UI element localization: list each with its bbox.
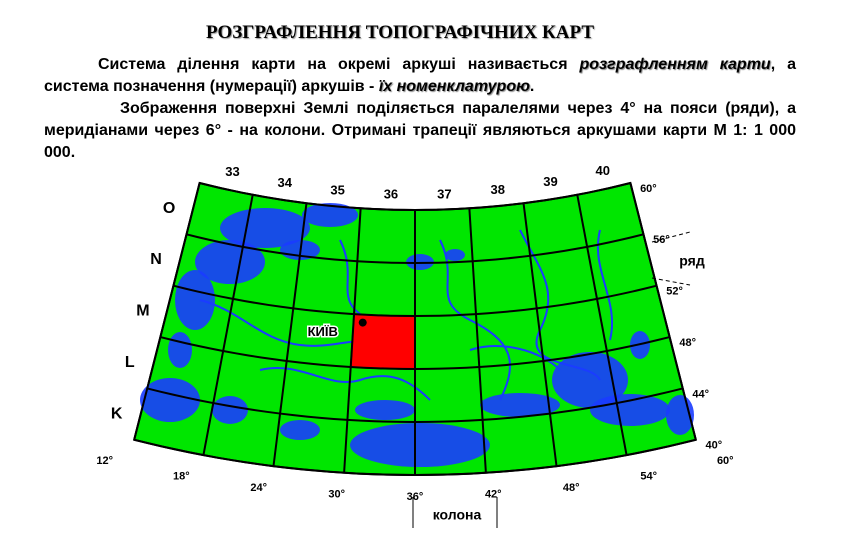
water <box>195 240 265 284</box>
title: РОЗГРАФЛЕННЯ ТОПОГРАФІЧНИХ КАРТ <box>205 22 595 43</box>
meridian <box>343 208 362 473</box>
water <box>350 423 490 467</box>
row-letter: O <box>163 200 175 217</box>
text: Система ділення карти на окремі аркуші н… <box>98 56 580 73</box>
city-dot <box>358 318 367 327</box>
meridian <box>629 182 697 441</box>
row-letter: K <box>111 405 123 422</box>
row-letter: N <box>150 251 162 268</box>
latitude-label: 48° <box>679 337 696 349</box>
column-label: колона <box>433 507 482 523</box>
column-number: 36 <box>384 187 398 202</box>
latitude-label: 40° <box>706 440 723 452</box>
water <box>168 332 192 368</box>
column-number: 40 <box>595 163 609 178</box>
term: розграфленням карти <box>579 56 771 73</box>
meridian <box>133 182 201 441</box>
longitude-label: 36° <box>407 491 424 503</box>
river <box>339 239 371 321</box>
longitude-label: 42° <box>485 489 502 501</box>
term: їх номенклатурою <box>378 78 530 95</box>
column-number: 33 <box>225 164 239 179</box>
meridian <box>272 203 308 467</box>
water <box>140 378 200 422</box>
column-number: 35 <box>330 182 344 197</box>
longitude-label: 54° <box>640 471 657 483</box>
longitude-label: 24° <box>250 482 267 494</box>
longitude-label: 12° <box>96 455 113 467</box>
column-number: 39 <box>543 174 557 189</box>
longitude-label: 30° <box>328 489 345 501</box>
longitude-label: 60° <box>717 455 734 467</box>
water <box>445 249 465 261</box>
river <box>439 239 511 401</box>
water <box>302 203 358 227</box>
river <box>259 367 431 401</box>
meridian <box>522 203 558 467</box>
water <box>355 400 415 420</box>
row-letter: M <box>136 303 149 320</box>
water <box>590 394 670 426</box>
city-label: КИЇВ <box>308 324 338 339</box>
river <box>596 229 614 341</box>
latitude-label: 60° <box>640 183 657 195</box>
text: , а система позначення (нумерації) аркуш… <box>44 56 796 95</box>
column-number: 34 <box>277 175 292 190</box>
column-number: 38 <box>490 182 504 197</box>
text: . <box>529 78 535 95</box>
water <box>175 270 215 330</box>
column-number: 37 <box>437 186 451 201</box>
meridian <box>202 194 254 456</box>
latitude-label: 44° <box>692 388 709 400</box>
paragraph: Система ділення карти на окремі аркуші н… <box>44 54 796 98</box>
water <box>280 420 320 440</box>
river <box>469 345 561 371</box>
paragraph: Зображення поверхні Землі поділяється па… <box>44 100 796 161</box>
meridian <box>576 194 628 456</box>
row-label: ряд <box>679 253 705 269</box>
longitude-label: 48° <box>563 482 580 494</box>
water <box>220 208 310 248</box>
row-letter: L <box>125 354 135 371</box>
water <box>212 396 248 424</box>
meridian <box>468 208 487 473</box>
row-marker <box>651 277 691 286</box>
longitude-label: 18° <box>173 471 190 483</box>
latitude-label: 56° <box>653 234 670 246</box>
latitude-label: 52° <box>666 286 683 298</box>
